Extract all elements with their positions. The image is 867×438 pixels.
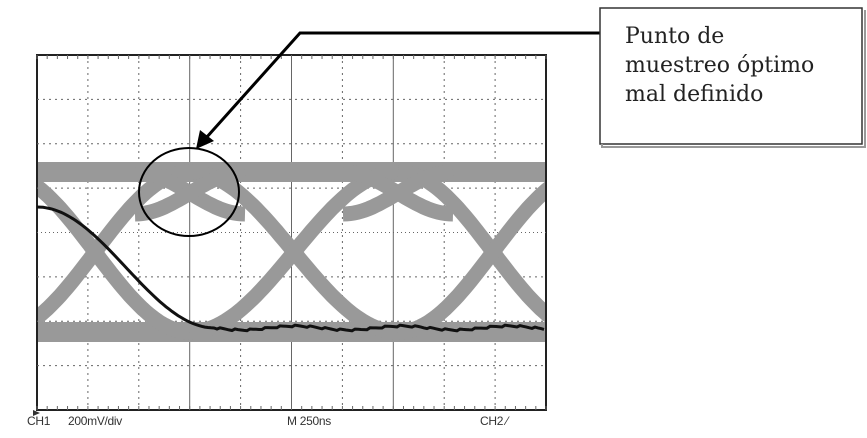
channel-ground-marker-icon: [33, 410, 40, 416]
callout-text: Punto de muestreo óptimo mal definido: [625, 22, 865, 109]
eye-rising-transition: [397, 181, 545, 340]
vertical-scale-label: 200mV/div: [68, 414, 122, 428]
sampling-point-circle: [138, 147, 240, 237]
callout-box-shadow: [601, 10, 866, 148]
callout-box: [599, 7, 863, 145]
callout-line-2: muestreo óptimo: [625, 53, 815, 78]
timebase-label: M 250ns: [287, 414, 331, 428]
eye-partial-transition: [342, 164, 454, 222]
callout-line-1: Punto de: [625, 24, 725, 49]
arrow-head-icon: [196, 130, 214, 149]
callout-line-3: mal definido: [625, 82, 764, 107]
eye-partial-transition: [134, 164, 246, 222]
callout-arrow-line: [204, 31, 600, 140]
overlay-trace: [36, 205, 545, 333]
trigger-label: CH2 ⁄: [480, 414, 508, 428]
eye-pattern: [38, 162, 545, 342]
channel-label: CH1: [27, 414, 51, 428]
